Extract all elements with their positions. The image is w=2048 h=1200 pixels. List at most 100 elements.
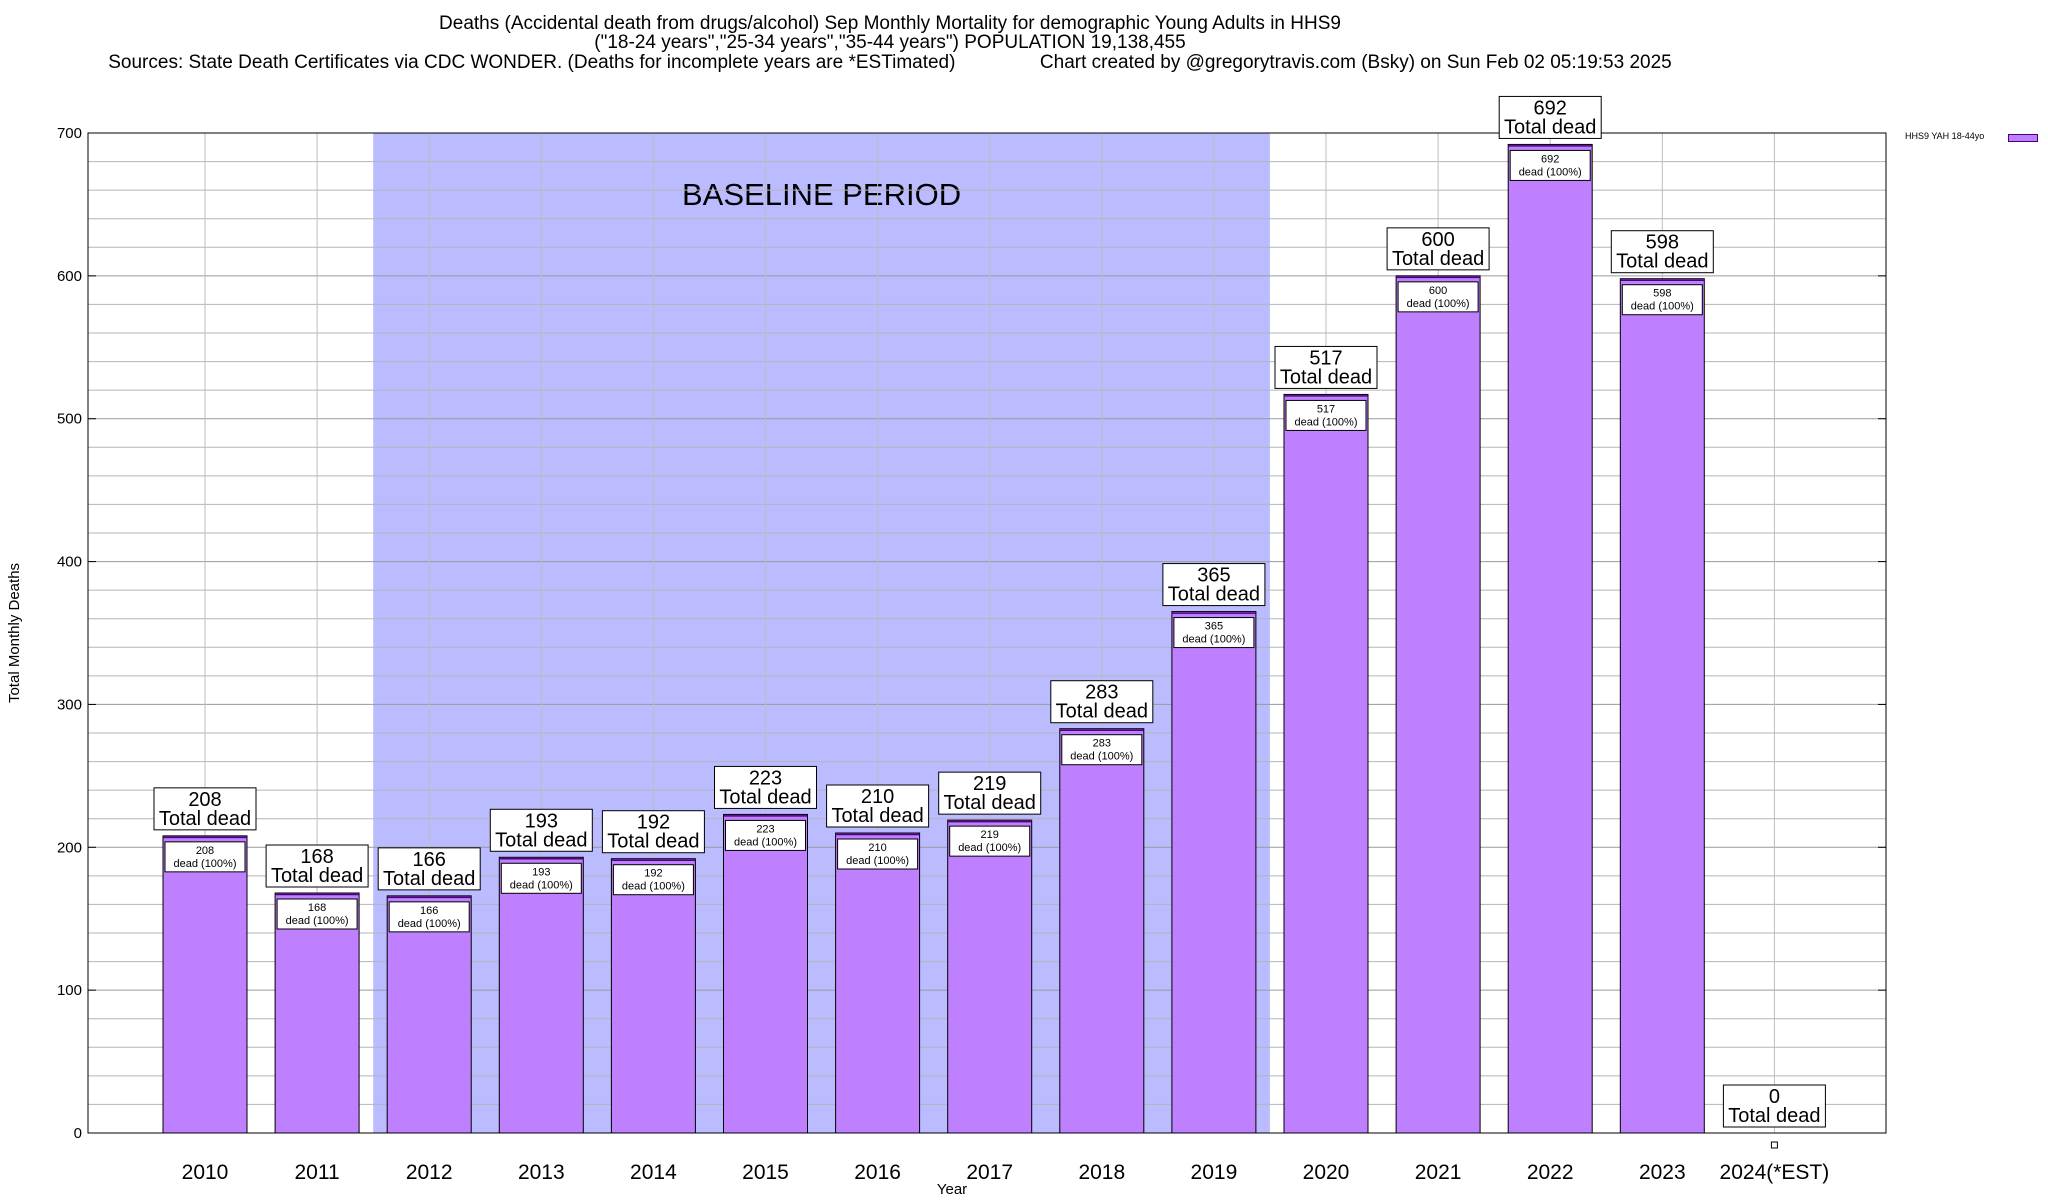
bar-total-label-box <box>153 787 257 831</box>
bar-inner-value: 219 <box>981 829 999 841</box>
y-tick-label: 100 <box>57 982 82 999</box>
bar-total-value: 219 <box>973 773 1006 795</box>
bar <box>835 832 921 1134</box>
bar-total-label-box <box>1386 227 1490 271</box>
bar-inner-percent: dead (100%) <box>1070 751 1133 763</box>
bar-inner-percent: dead (100%) <box>398 918 461 930</box>
bar-inner-percent: dead (100%) <box>846 855 909 867</box>
bar-total-text: Total dead <box>1056 701 1148 723</box>
bar-total-label-box <box>1722 1084 1826 1128</box>
bar-total-text: Total dead <box>1504 116 1596 138</box>
bar-total-text: Total dead <box>719 786 811 808</box>
bar-total-text: Total dead <box>944 792 1036 814</box>
bar <box>1507 143 1593 1134</box>
bar-total-text: Total dead <box>831 805 923 827</box>
x-axis-label: Year <box>937 1181 967 1198</box>
y-tick-label: 200 <box>57 839 82 856</box>
bar-total-value: 223 <box>749 767 782 789</box>
bar-inner-label-box <box>276 898 358 930</box>
bar-total-value: 365 <box>1197 565 1230 587</box>
x-tick-label: 2017 <box>966 1161 1013 1184</box>
bar-total-label-box <box>938 771 1042 815</box>
bar-total-text: Total dead <box>495 829 587 851</box>
legend-swatch <box>2008 134 2038 142</box>
bar-inner-value: 166 <box>420 905 438 917</box>
bar-inner-value: 692 <box>1541 153 1559 165</box>
chart-title: Deaths (Accidental death from drugs/alco… <box>439 13 1341 34</box>
bar <box>610 858 696 1134</box>
bar-inner-label-box <box>500 862 582 894</box>
bar-total-label-box <box>489 808 593 852</box>
y-axis-label: Total Monthly Deaths <box>6 563 23 703</box>
bar-inner-label-box <box>837 838 919 870</box>
bar-inner-percent: dead (100%) <box>1407 298 1470 310</box>
x-tick-label: 2016 <box>854 1161 901 1184</box>
y-tick-label: 300 <box>57 696 82 713</box>
bar-inner-value: 517 <box>1317 403 1335 415</box>
bar-total-label-box <box>826 784 930 828</box>
bar-total-value: 283 <box>1085 682 1118 704</box>
bar <box>498 856 584 1134</box>
x-tick-label: 2022 <box>1527 1161 1574 1184</box>
bar-total-value: 192 <box>637 812 670 834</box>
x-tick-label: 2015 <box>742 1161 789 1184</box>
bar-total-label-box <box>265 844 369 888</box>
x-tick-label: 2024(*EST) <box>1720 1161 1830 1184</box>
bar-total-text: Total dead <box>1168 584 1260 606</box>
bar-inner-percent: dead (100%) <box>174 858 237 870</box>
bar-inner-value: 208 <box>196 845 214 857</box>
bar-inner-label-box <box>1509 149 1591 181</box>
bar-total-text: Total dead <box>1616 251 1708 273</box>
bar-inner-value: 283 <box>1093 738 1111 750</box>
y-tick-label: 0 <box>74 1125 82 1142</box>
bar-total-text: Total dead <box>383 868 475 890</box>
bar <box>723 813 808 1134</box>
bar-inner-percent: dead (100%) <box>1631 301 1694 313</box>
bar-total-value: 692 <box>1534 97 1567 119</box>
x-tick-label: 2021 <box>1415 1161 1462 1184</box>
bar-total-label-box <box>1498 95 1602 139</box>
x-tick-label: 2013 <box>518 1161 565 1184</box>
bar-inner-value: 598 <box>1653 288 1671 300</box>
chart-subtitle-population: ("18-24 years","25-34 years","35-44 year… <box>594 32 1186 53</box>
bar-inner-percent: dead (100%) <box>1182 634 1245 646</box>
bar-inner-percent: dead (100%) <box>1519 166 1582 178</box>
bar-inner-value: 193 <box>532 866 550 878</box>
bar-inner-label-box <box>1173 617 1255 649</box>
bar-inner-label-box <box>1061 734 1143 766</box>
bar-inner-label-box <box>725 819 806 851</box>
bar-inner-value: 365 <box>1205 621 1223 633</box>
bar-inner-value: 210 <box>868 842 886 854</box>
bar-inner-value: 168 <box>308 902 326 914</box>
bar-inner-percent: dead (100%) <box>734 836 797 848</box>
bar <box>947 819 1033 1134</box>
bar-total-value: 600 <box>1421 229 1454 251</box>
x-tick-label: 2014 <box>630 1161 677 1184</box>
bar-total-label-box <box>601 810 705 854</box>
bar-inner-label-box <box>612 864 694 896</box>
bar-total-label-box <box>1162 563 1266 607</box>
bar <box>162 835 248 1134</box>
x-tick-label: 2010 <box>182 1161 229 1184</box>
bar-inner-label-box <box>388 901 470 933</box>
bar-total-text: Total dead <box>271 865 363 887</box>
bar-total-value: 210 <box>861 786 894 808</box>
bar <box>1059 728 1145 1134</box>
bar-inner-value: 192 <box>644 868 662 880</box>
bar-total-value: 208 <box>188 789 221 811</box>
bar-total-value: 193 <box>525 810 558 832</box>
bar-inner-percent: dead (100%) <box>1295 416 1358 428</box>
bar <box>1395 275 1481 1134</box>
bar-inner-label-box <box>1285 399 1367 431</box>
bar-inner-label-box <box>1397 281 1479 313</box>
bar-total-text: Total dead <box>1392 248 1484 270</box>
x-tick-label: 2012 <box>406 1161 453 1184</box>
bar-total-value: 168 <box>300 846 333 868</box>
bar-total-text: Total dead <box>1280 366 1372 388</box>
bar-inner-label-box <box>1621 284 1703 316</box>
bar-total-value: 517 <box>1309 347 1342 369</box>
bar-total-text: Total dead <box>159 808 251 830</box>
bar-total-text: Total dead <box>1728 1105 1820 1127</box>
bar-inner-percent: dead (100%) <box>286 915 349 927</box>
bar-inner-percent: dead (100%) <box>510 879 573 891</box>
